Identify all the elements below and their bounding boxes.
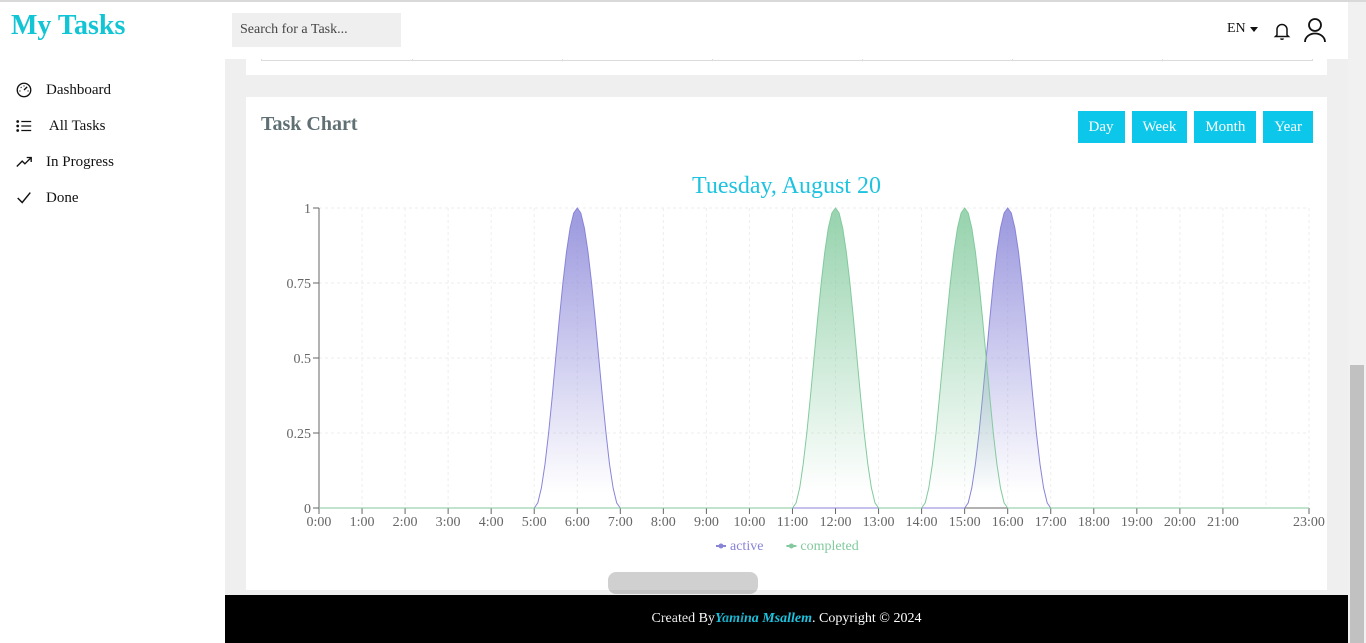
footer-prefix: Created By [651,611,715,626]
chart-date-heading: Tuesday, August 20 [692,173,881,199]
scrollbar-thumb[interactable] [1350,365,1364,643]
sidebar-item-all-tasks[interactable]: All Tasks [0,108,225,144]
language-dropdown[interactable]: EN [1227,21,1258,37]
x-tick-label: 11:00 [777,515,808,530]
x-tick-label: 9:00 [694,515,719,530]
y-tick-label: 1 [304,202,311,217]
x-tick-label: 5:00 [522,515,547,530]
speedometer-icon [14,80,34,100]
x-tick-label: 12:00 [820,515,852,530]
month-button[interactable]: Month [1194,111,1257,143]
x-tick-label: 6:00 [565,515,590,530]
legend-label-active: active [730,539,763,554]
y-tick-label: 0.75 [287,277,312,292]
series-line-completed [319,207,1309,509]
x-tick-label: 13:00 [863,515,895,530]
legend-label-completed: completed [800,539,858,554]
sidebar-item-label: Done [46,189,79,206]
trending-up-icon [14,152,34,172]
x-tick-label: 4:00 [479,515,504,530]
x-tick-label: 15:00 [949,515,981,530]
y-tick-label: 0.5 [294,352,312,367]
footer-copyright: . Copyright © 2024 [812,611,922,626]
top-header: EN [225,2,1348,59]
language-label: EN [1227,21,1246,36]
previous-card [246,59,1327,75]
week-button[interactable]: Week [1131,111,1188,143]
search-input[interactable] [232,13,401,47]
x-tick-label: 19:00 [1121,515,1153,530]
year-button[interactable]: Year [1263,111,1313,143]
app-title[interactable]: My Tasks [11,10,126,41]
x-tick-label: 16:00 [992,515,1024,530]
x-tick-label: 2:00 [393,515,418,530]
x-tick-label: 17:00 [1035,515,1067,530]
sidebar-item-in-progress[interactable]: In Progress [0,144,225,180]
x-tick-label: 3:00 [436,515,461,530]
table-bottom-edge [261,59,1313,61]
sidebar-item-done[interactable]: Done [0,180,225,216]
day-button[interactable]: Day [1077,111,1125,143]
bell-icon[interactable] [1273,21,1291,41]
caret-down-icon [1249,26,1258,32]
series-area-active [319,208,1309,508]
sidebar-item-dashboard[interactable]: Dashboard [0,72,225,108]
y-tick-label: 0 [304,502,311,517]
period-button-group: Day Week Month Year [1077,111,1313,143]
x-tick-label: 14:00 [906,515,938,530]
x-tick-label: 7:00 [608,515,633,530]
footer: Created By Yamina Msallem. Copyright © 20… [225,595,1348,643]
x-tick-label: 8:00 [651,515,676,530]
top-border [0,0,1366,2]
y-tick-label: 0.25 [287,427,312,442]
x-tick-label: 20:00 [1164,515,1196,530]
check-icon [14,188,34,208]
sidebar: My Tasks Dashboard All Tasks In Progress… [0,2,225,643]
task-chart-card: Task Chart Day Week Month Year Tuesday, … [246,97,1327,590]
x-tick-label: 0:00 [307,515,332,530]
x-tick-label: 18:00 [1078,515,1110,530]
x-tick-label: 23:00 [1293,515,1325,530]
x-tick-label: 21:00 [1207,515,1239,530]
card-title: Task Chart [261,113,358,135]
sidebar-item-label: Dashboard [46,81,111,98]
legend-marker-dot [788,543,794,549]
sidebar-item-label: In Progress [46,153,114,170]
sidebar-item-label: All Tasks [46,117,106,134]
x-tick-label: 10:00 [733,515,765,530]
list-icon [14,116,34,136]
legend-marker-dot [718,543,724,549]
x-tick-label: 1:00 [350,515,375,530]
user-icon[interactable] [1303,17,1327,43]
footer-author: Yamina Msallem [714,611,813,626]
sidebar-nav: Dashboard All Tasks In Progress Done [0,72,225,216]
